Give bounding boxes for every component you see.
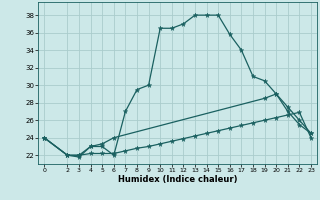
X-axis label: Humidex (Indice chaleur): Humidex (Indice chaleur)	[118, 175, 237, 184]
